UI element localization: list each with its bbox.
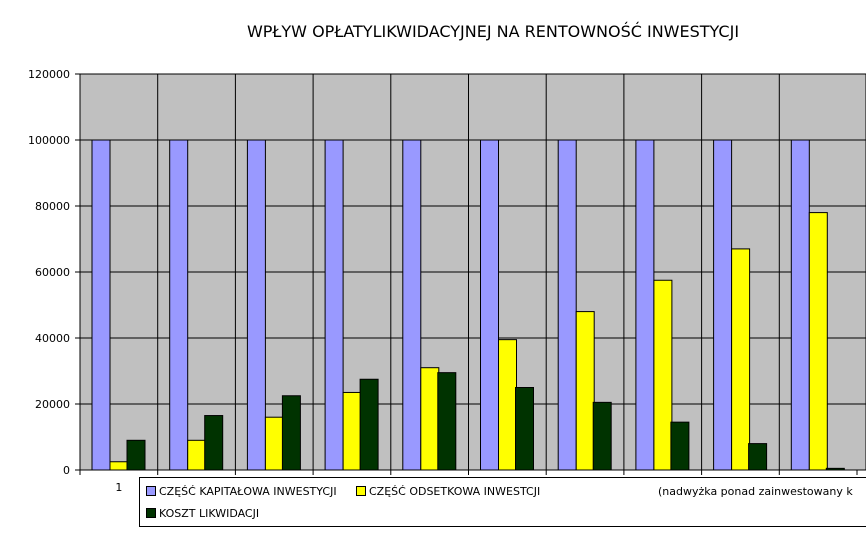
bar-3-9 [748,443,768,471]
bar-2-6 [498,339,517,471]
legend: CZĘŚĆ KAPITAŁOWA INWESTYCJI CZĘŚĆ ODSETK… [139,477,866,527]
y-tick-label: 60000 [35,266,70,279]
bar-1-3 [246,139,266,471]
bar-2-10 [808,212,828,471]
bar-3-10 [825,467,845,471]
legend-label: CZĘŚĆ ODSETKOWA INWESTCJI [369,485,541,498]
bar-1-8 [635,139,655,471]
x-tick-label: 1 [115,481,122,494]
legend-label: KOSZT LIKWIDACJI [159,507,260,520]
bar-2-3 [264,416,284,471]
y-tick-label: 0 [63,464,70,477]
y-tick-label: 100000 [28,134,70,147]
bar-1-4 [324,139,344,471]
legend-note-text: (nadwyżka ponad zainwestowany k [658,485,853,498]
bar-3-1 [126,439,146,471]
y-tick-label: 120000 [28,68,70,81]
bar-1-9 [713,139,733,471]
legend-entry: CZĘŚĆ KAPITAŁOWA INWESTYCJI [146,485,337,498]
bar-1-10 [790,139,810,471]
legend-label: CZĘŚĆ KAPITAŁOWA INWESTYCJI [159,485,337,498]
bar-3-2 [204,415,224,471]
bar-2-4 [342,391,362,471]
legend-note: (nadwyżka ponad zainwestowany k [658,485,853,498]
bars [91,139,845,471]
bar-2-8 [653,279,673,471]
bar-3-3 [281,395,301,471]
bar-3-4 [359,378,379,471]
y-tick-label: 80000 [35,200,70,213]
bar-3-6 [515,387,534,471]
bar-2-1 [109,461,129,471]
legend-entry: CZĘŚĆ ODSETKOWA INWESTCJI [356,485,540,498]
bar-1-7 [557,139,577,471]
y-tick-label: 20000 [35,398,70,411]
legend-swatch [146,486,156,496]
chart-title: WPŁYW OPŁATYLIKWIDACYJNEJ NA RENTOWNOŚĆ … [246,22,740,41]
bar-2-9 [731,248,751,471]
axes: 0 20000 40000 60000 80000 100000 120000 1 [28,68,858,494]
legend-swatch [356,486,366,496]
legend-entry: KOSZT LIKWIDACJI [146,507,259,520]
bar-2-5 [420,367,440,471]
bar-2-7 [575,311,595,471]
bar-1-2 [169,139,189,471]
bar-3-8 [670,421,690,471]
y-tick-label: 40000 [35,332,70,345]
legend-swatch [146,508,156,518]
bar-1-5 [402,139,422,471]
bar-2-2 [187,439,207,471]
bar-1-6 [480,139,499,471]
bar-3-7 [592,401,612,471]
bar-3-5 [437,372,457,471]
bar-1-1 [91,139,111,471]
